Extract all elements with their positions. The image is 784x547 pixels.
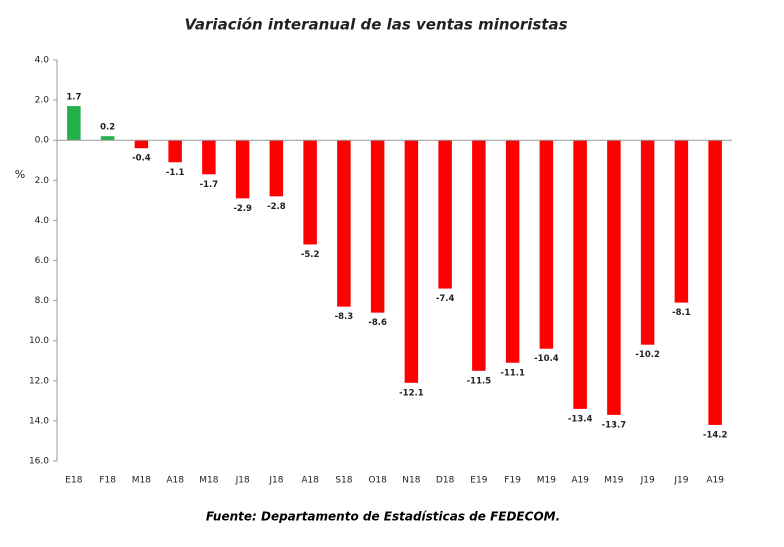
x-tick-label: J18 [235, 476, 250, 486]
y-tick-label: 0.0 [35, 136, 50, 146]
data-label: -1.7 [200, 180, 219, 190]
source: Fuente: Departamento de Estadísticas de … [206, 510, 560, 524]
data-label: -10.4 [534, 354, 559, 364]
bar [404, 140, 419, 383]
data-label: -2.9 [233, 204, 252, 214]
bar [505, 140, 520, 363]
data-label: -8.3 [335, 312, 354, 322]
y-tick-label: 16.0 [29, 457, 49, 467]
y-tick-label: 10.0 [29, 336, 49, 346]
y-tick-label: 8.0 [35, 296, 50, 306]
y-tick-label: 2.0 [35, 176, 50, 186]
bar [573, 140, 587, 409]
y-tick-label: 6.0 [35, 256, 50, 266]
data-label: -11.1 [500, 368, 525, 378]
chart-title: Variación interanual de las ventas minor… [184, 16, 567, 34]
data-label: -8.1 [672, 308, 691, 318]
x-tick-label: A18 [301, 476, 319, 486]
x-tick-label: M19 [604, 476, 623, 486]
x-tick-label: M19 [537, 476, 556, 486]
bar [370, 140, 385, 313]
y-tick-label: 12.0 [29, 376, 49, 386]
bar [539, 140, 554, 349]
y-tick-label: 4.0 [35, 56, 50, 66]
data-label: -7.4 [436, 294, 455, 304]
bar [303, 140, 317, 245]
bar [134, 140, 149, 149]
x-tick-label: M18 [132, 476, 151, 486]
bar [67, 106, 81, 141]
bar [438, 140, 452, 289]
x-tick-label: M18 [199, 476, 218, 486]
bar [607, 140, 621, 415]
bar [168, 140, 182, 163]
x-tick-label: A19 [706, 476, 724, 486]
data-label: 0.2 [100, 123, 115, 133]
data-label: -14.2 [703, 430, 728, 440]
bar [269, 140, 284, 197]
data-label: -1.1 [166, 168, 185, 178]
data-label: -2.8 [267, 202, 286, 212]
data-label: 1.7 [66, 93, 81, 103]
y-tick-label: 2.0 [35, 96, 50, 106]
data-label: -11.5 [467, 376, 492, 386]
y-tick-label: 14.0 [29, 416, 49, 426]
data-label: -12.1 [399, 388, 424, 398]
bar [100, 136, 115, 141]
x-tick-label: J19 [640, 476, 655, 486]
bar [708, 140, 722, 425]
x-tick-label: F19 [504, 476, 521, 486]
x-tick-label: D18 [436, 476, 455, 486]
y-tick-label: 4.0 [35, 216, 50, 226]
x-tick-label: E18 [65, 476, 82, 486]
x-tick-label: J18 [268, 476, 283, 486]
y-axis-label: % [15, 168, 25, 181]
bar [202, 140, 216, 175]
data-label: -13.4 [568, 414, 593, 424]
bar [337, 140, 351, 307]
data-label: -13.7 [602, 420, 627, 430]
bar [640, 140, 655, 345]
data-label: -0.4 [132, 154, 151, 164]
x-tick-label: E19 [470, 476, 487, 486]
bar [235, 140, 250, 199]
bar [472, 140, 486, 371]
x-tick-label: A19 [571, 476, 589, 486]
x-tick-label: N18 [402, 476, 420, 486]
bar [674, 140, 689, 303]
x-tick-label: O18 [368, 476, 387, 486]
x-tick-label: S18 [335, 476, 352, 486]
x-tick-label: F18 [99, 476, 116, 486]
data-label: -5.2 [301, 250, 320, 260]
x-tick-label: J19 [673, 476, 688, 486]
data-label: -8.6 [368, 318, 387, 328]
x-tick-label: A18 [166, 476, 184, 486]
data-label: -10.2 [635, 350, 660, 360]
